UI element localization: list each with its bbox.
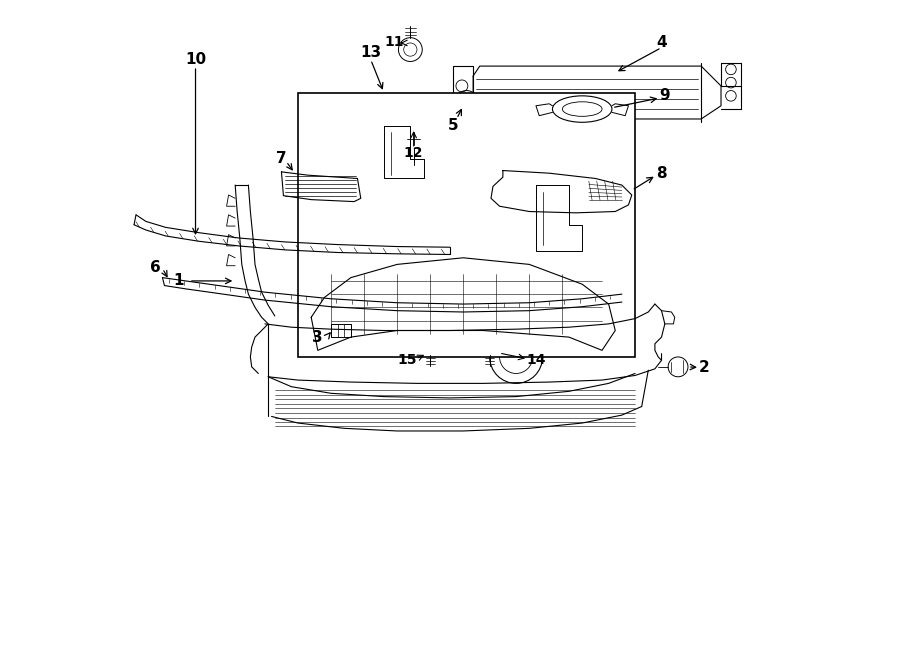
Text: 12: 12 <box>404 146 423 161</box>
Text: 3: 3 <box>312 330 323 344</box>
Text: 8: 8 <box>656 166 667 180</box>
Text: 13: 13 <box>360 46 382 60</box>
Text: 11: 11 <box>384 34 403 49</box>
Text: 14: 14 <box>526 353 545 368</box>
Ellipse shape <box>562 102 602 116</box>
Text: 1: 1 <box>174 274 184 288</box>
Text: 4: 4 <box>656 36 667 50</box>
Bar <box>298 93 635 357</box>
Text: 2: 2 <box>699 360 710 375</box>
Text: 5: 5 <box>448 118 459 133</box>
Ellipse shape <box>553 96 612 122</box>
Text: 10: 10 <box>185 52 206 67</box>
Text: 7: 7 <box>276 151 287 166</box>
Text: 15: 15 <box>397 353 417 368</box>
Text: 9: 9 <box>660 89 670 103</box>
Text: 6: 6 <box>150 260 161 275</box>
